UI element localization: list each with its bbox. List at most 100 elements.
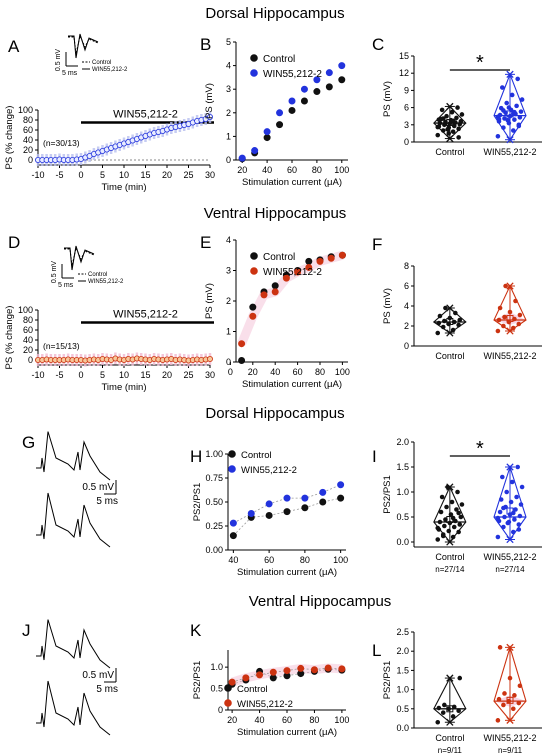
data-point-win — [238, 154, 246, 162]
scale-label-y: 0.5 mV — [82, 670, 114, 681]
chart-f: 0 2 4 6 8 PS (mV) Control WIN55,212-2 — [382, 261, 542, 361]
x-tick-label: 80 — [315, 367, 325, 377]
n-annotation: (n=15/13) — [43, 341, 80, 351]
data-point — [513, 298, 518, 304]
data-point — [451, 524, 457, 530]
x-tick-label: 30 — [205, 370, 215, 380]
legend-marker — [250, 54, 258, 62]
y-tick-label: 0 — [404, 341, 409, 351]
y-tick-label: 0.0 — [396, 537, 409, 547]
data-point — [450, 118, 456, 124]
data-point-control — [305, 257, 313, 265]
trace-win — [36, 680, 111, 736]
min-marker — [506, 535, 514, 544]
y-tick-label: 6 — [404, 103, 409, 113]
x-tick-label: 100 — [335, 367, 350, 377]
category-label: Control — [435, 351, 464, 361]
section-title: Ventral Hippocampus — [249, 593, 392, 610]
data-point — [446, 321, 452, 327]
data-point — [495, 133, 501, 139]
data-point-control — [313, 88, 321, 96]
data-point — [495, 328, 501, 334]
panel-letter-j: J — [22, 621, 31, 640]
section-title: Ventral Hippocampus — [204, 205, 347, 222]
data-point — [507, 113, 513, 119]
data-point — [453, 518, 458, 524]
data-point-win — [337, 481, 345, 489]
y-tick-label: 40 — [23, 335, 33, 345]
data-point — [506, 698, 512, 704]
data-point — [435, 330, 441, 336]
inset-legend-win: WIN55,212-2 — [88, 279, 124, 285]
max-marker — [446, 304, 454, 312]
x-tick-label: 10 — [119, 170, 129, 180]
data-point — [443, 517, 448, 522]
scale-label-x: 5 ms — [58, 282, 74, 289]
y-tick-label: 0 — [226, 155, 231, 165]
category-label: WIN55,212-2 — [483, 733, 536, 743]
data-point — [450, 714, 456, 719]
data-point-control — [337, 494, 345, 502]
trace-win — [36, 492, 111, 548]
y-tick-label: 1.0 — [396, 685, 409, 695]
y-tick-label: 0 — [404, 137, 409, 147]
data-point — [445, 127, 450, 132]
legend-marker — [250, 252, 258, 260]
x-tick-label: 80 — [309, 715, 319, 725]
data-point-win — [242, 674, 250, 682]
scale-label-x: 5 ms — [96, 496, 118, 507]
data-point — [512, 117, 517, 122]
box-win — [493, 645, 527, 722]
data-point — [510, 325, 516, 331]
data-point — [516, 700, 522, 706]
panel-letter-a: A — [8, 37, 20, 56]
x-tick-label: 25 — [183, 170, 193, 180]
data-point-control — [288, 106, 296, 114]
min-marker — [446, 718, 454, 726]
legend-label: WIN55,212-2 — [263, 69, 322, 80]
data-point — [444, 113, 449, 119]
data-point — [515, 76, 520, 82]
legend-marker — [228, 465, 236, 473]
data-point-control — [271, 282, 279, 290]
data-point — [509, 92, 515, 98]
data-point-win — [228, 678, 236, 686]
y-tick-label: 40 — [23, 135, 33, 145]
data-point — [442, 702, 447, 708]
data-point-win — [265, 500, 273, 508]
data-point-win — [297, 664, 305, 672]
data-point — [456, 135, 461, 140]
data-point — [506, 105, 512, 110]
max-marker — [446, 102, 454, 111]
data-point — [496, 116, 502, 122]
x-tick-label: 60 — [264, 555, 274, 565]
x-axis-label: Stimulation current (μA) — [237, 727, 337, 738]
section-title: Dorsal Hippocampus — [205, 405, 344, 422]
max-marker-b — [446, 102, 454, 111]
y-tick-label: 0.5 — [396, 512, 409, 522]
chart-k: 0 0.5 1.0 20 40 60 80 100 Stimulation current (μ… — [192, 650, 349, 738]
x-tick-label: 25 — [183, 370, 193, 380]
data-point-win — [338, 251, 346, 259]
x-tick-label: 100 — [334, 165, 349, 175]
category-label: Control — [435, 733, 464, 743]
y-tick-label: 100 — [18, 305, 33, 315]
y-tick-label: 4 — [404, 301, 409, 311]
legend-marker — [224, 684, 232, 692]
data-point — [506, 319, 512, 325]
data-point — [446, 528, 452, 534]
max-marker — [506, 70, 514, 79]
data-point — [450, 515, 456, 521]
data-point-win — [310, 666, 318, 674]
y-axis-label: PS2/PS1 — [192, 483, 203, 522]
data-point — [512, 693, 517, 698]
data-point — [435, 719, 441, 725]
data-point — [449, 109, 455, 115]
x-tick-label: 100 — [334, 715, 349, 725]
n-annotation: (n=30/13) — [43, 138, 80, 148]
panel-letter-i: I — [372, 447, 377, 466]
x-axis-label: Stimulation current (μA) — [242, 379, 342, 390]
y-tick-label: 9 — [404, 85, 409, 95]
